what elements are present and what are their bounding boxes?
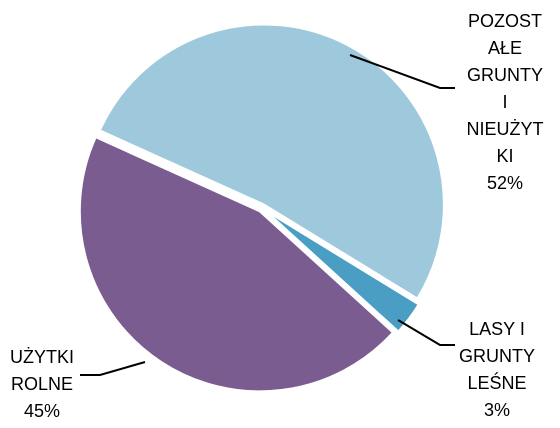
pie-slice: [98, 23, 445, 300]
value-label: 52%: [487, 173, 523, 193]
leader-line: [80, 361, 146, 376]
value-label: 3%: [484, 400, 510, 420]
slice-label: POZOST AŁE GRUNTY I NIEUŻYT KI: [466, 11, 543, 166]
pie-slice: [264, 209, 421, 333]
pie-slice: [78, 135, 395, 393]
slice-label: LASY I GRUNTY LEŚNE: [459, 319, 535, 393]
slice-label: UŻYTKI ROLNE: [10, 347, 74, 394]
leader-line: [397, 319, 455, 346]
value-label: 45%: [24, 401, 60, 421]
leader-line: [349, 54, 455, 89]
